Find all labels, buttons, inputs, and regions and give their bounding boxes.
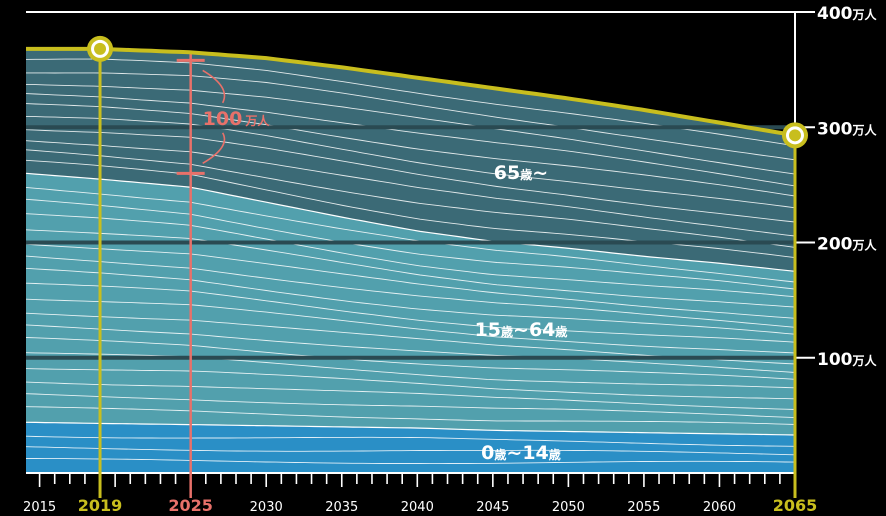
x-tick-label: 2030 [250, 500, 283, 515]
x-tick-label: 2045 [476, 500, 509, 515]
y-tick-label: 400万人 [817, 4, 878, 24]
overlay-layer: 100 万人 [26, 35, 808, 498]
boundary-line-15 [25, 421, 796, 436]
label-layer: 65歳~ 15歳~64歳 0歳~14歳 [475, 162, 568, 464]
cohort-line-65-plus [25, 83, 796, 175]
highlight-dot-core [789, 129, 801, 142]
cohort-line-15-64 [25, 186, 796, 283]
cohort-line-15-64 [25, 243, 796, 319]
x-tick-label: 2055 [627, 500, 660, 515]
cohort-line-15-64 [25, 324, 796, 373]
cohort-line-0-14 [25, 446, 796, 456]
cohort-line-15-64 [25, 282, 796, 343]
highlight-dot-core [94, 42, 107, 55]
cohort-line-15-64 [25, 229, 796, 308]
x-tick-label: 2035 [325, 500, 358, 515]
diff-brace-lower [202, 132, 226, 165]
cohort-line-15-64 [25, 337, 796, 380]
x-tick-label: 2065 [773, 496, 818, 515]
x-tick-label: 2060 [703, 500, 736, 515]
cohort-line-15-64 [25, 198, 796, 290]
cohort-line-15-64 [25, 352, 796, 389]
cohort-line-65-plus [25, 129, 796, 223]
area-0-14 [26, 422, 795, 473]
area-15-64 [26, 173, 795, 436]
label-15-64: 15歳~64歳 [475, 319, 568, 341]
cohort-line-0-14 [25, 435, 796, 447]
cohort-line-15-64 [25, 298, 796, 354]
cohort-line-15-64 [25, 368, 796, 400]
cohort-line-15-64 [25, 406, 796, 425]
total-population-line [26, 46, 796, 138]
cohort-line-65-plus [25, 103, 796, 197]
cohort-line-65-plus [25, 115, 796, 209]
cohort-line-15-64 [25, 255, 796, 328]
cohort-line-15-64 [25, 381, 796, 410]
cohort-line-65-plus [25, 93, 796, 187]
cohort-lines [25, 58, 796, 465]
cohort-line-15-64 [25, 267, 796, 335]
label-65-plus: 65歳~ [494, 162, 548, 184]
cohort-line-15-64 [25, 393, 796, 419]
x-tick-label: 2025 [168, 496, 213, 515]
x-tick-label: 2040 [401, 500, 434, 515]
cohort-line-65-plus [25, 149, 796, 248]
y-tick-label: 200万人 [817, 235, 878, 255]
y-tick-label: 100万人 [817, 350, 878, 370]
cohort-line-15-64 [25, 213, 796, 298]
boundary-line-65 [25, 172, 796, 272]
diff-brace-upper [202, 69, 226, 104]
x-tick-label: 2019 [78, 496, 123, 515]
cohort-line-0-14 [26, 458, 796, 465]
grid-layer [26, 125, 795, 360]
cohort-line-65-plus [26, 72, 796, 161]
x-tick-label: 2015 [23, 500, 56, 515]
y-tick-label: 300万人 [817, 119, 878, 139]
label-0-14: 0歳~14歳 [481, 442, 561, 464]
x-tick-label: 2050 [552, 500, 585, 515]
cohort-line-65-plus [25, 140, 796, 237]
diff-label: 100 万人 [203, 108, 271, 130]
